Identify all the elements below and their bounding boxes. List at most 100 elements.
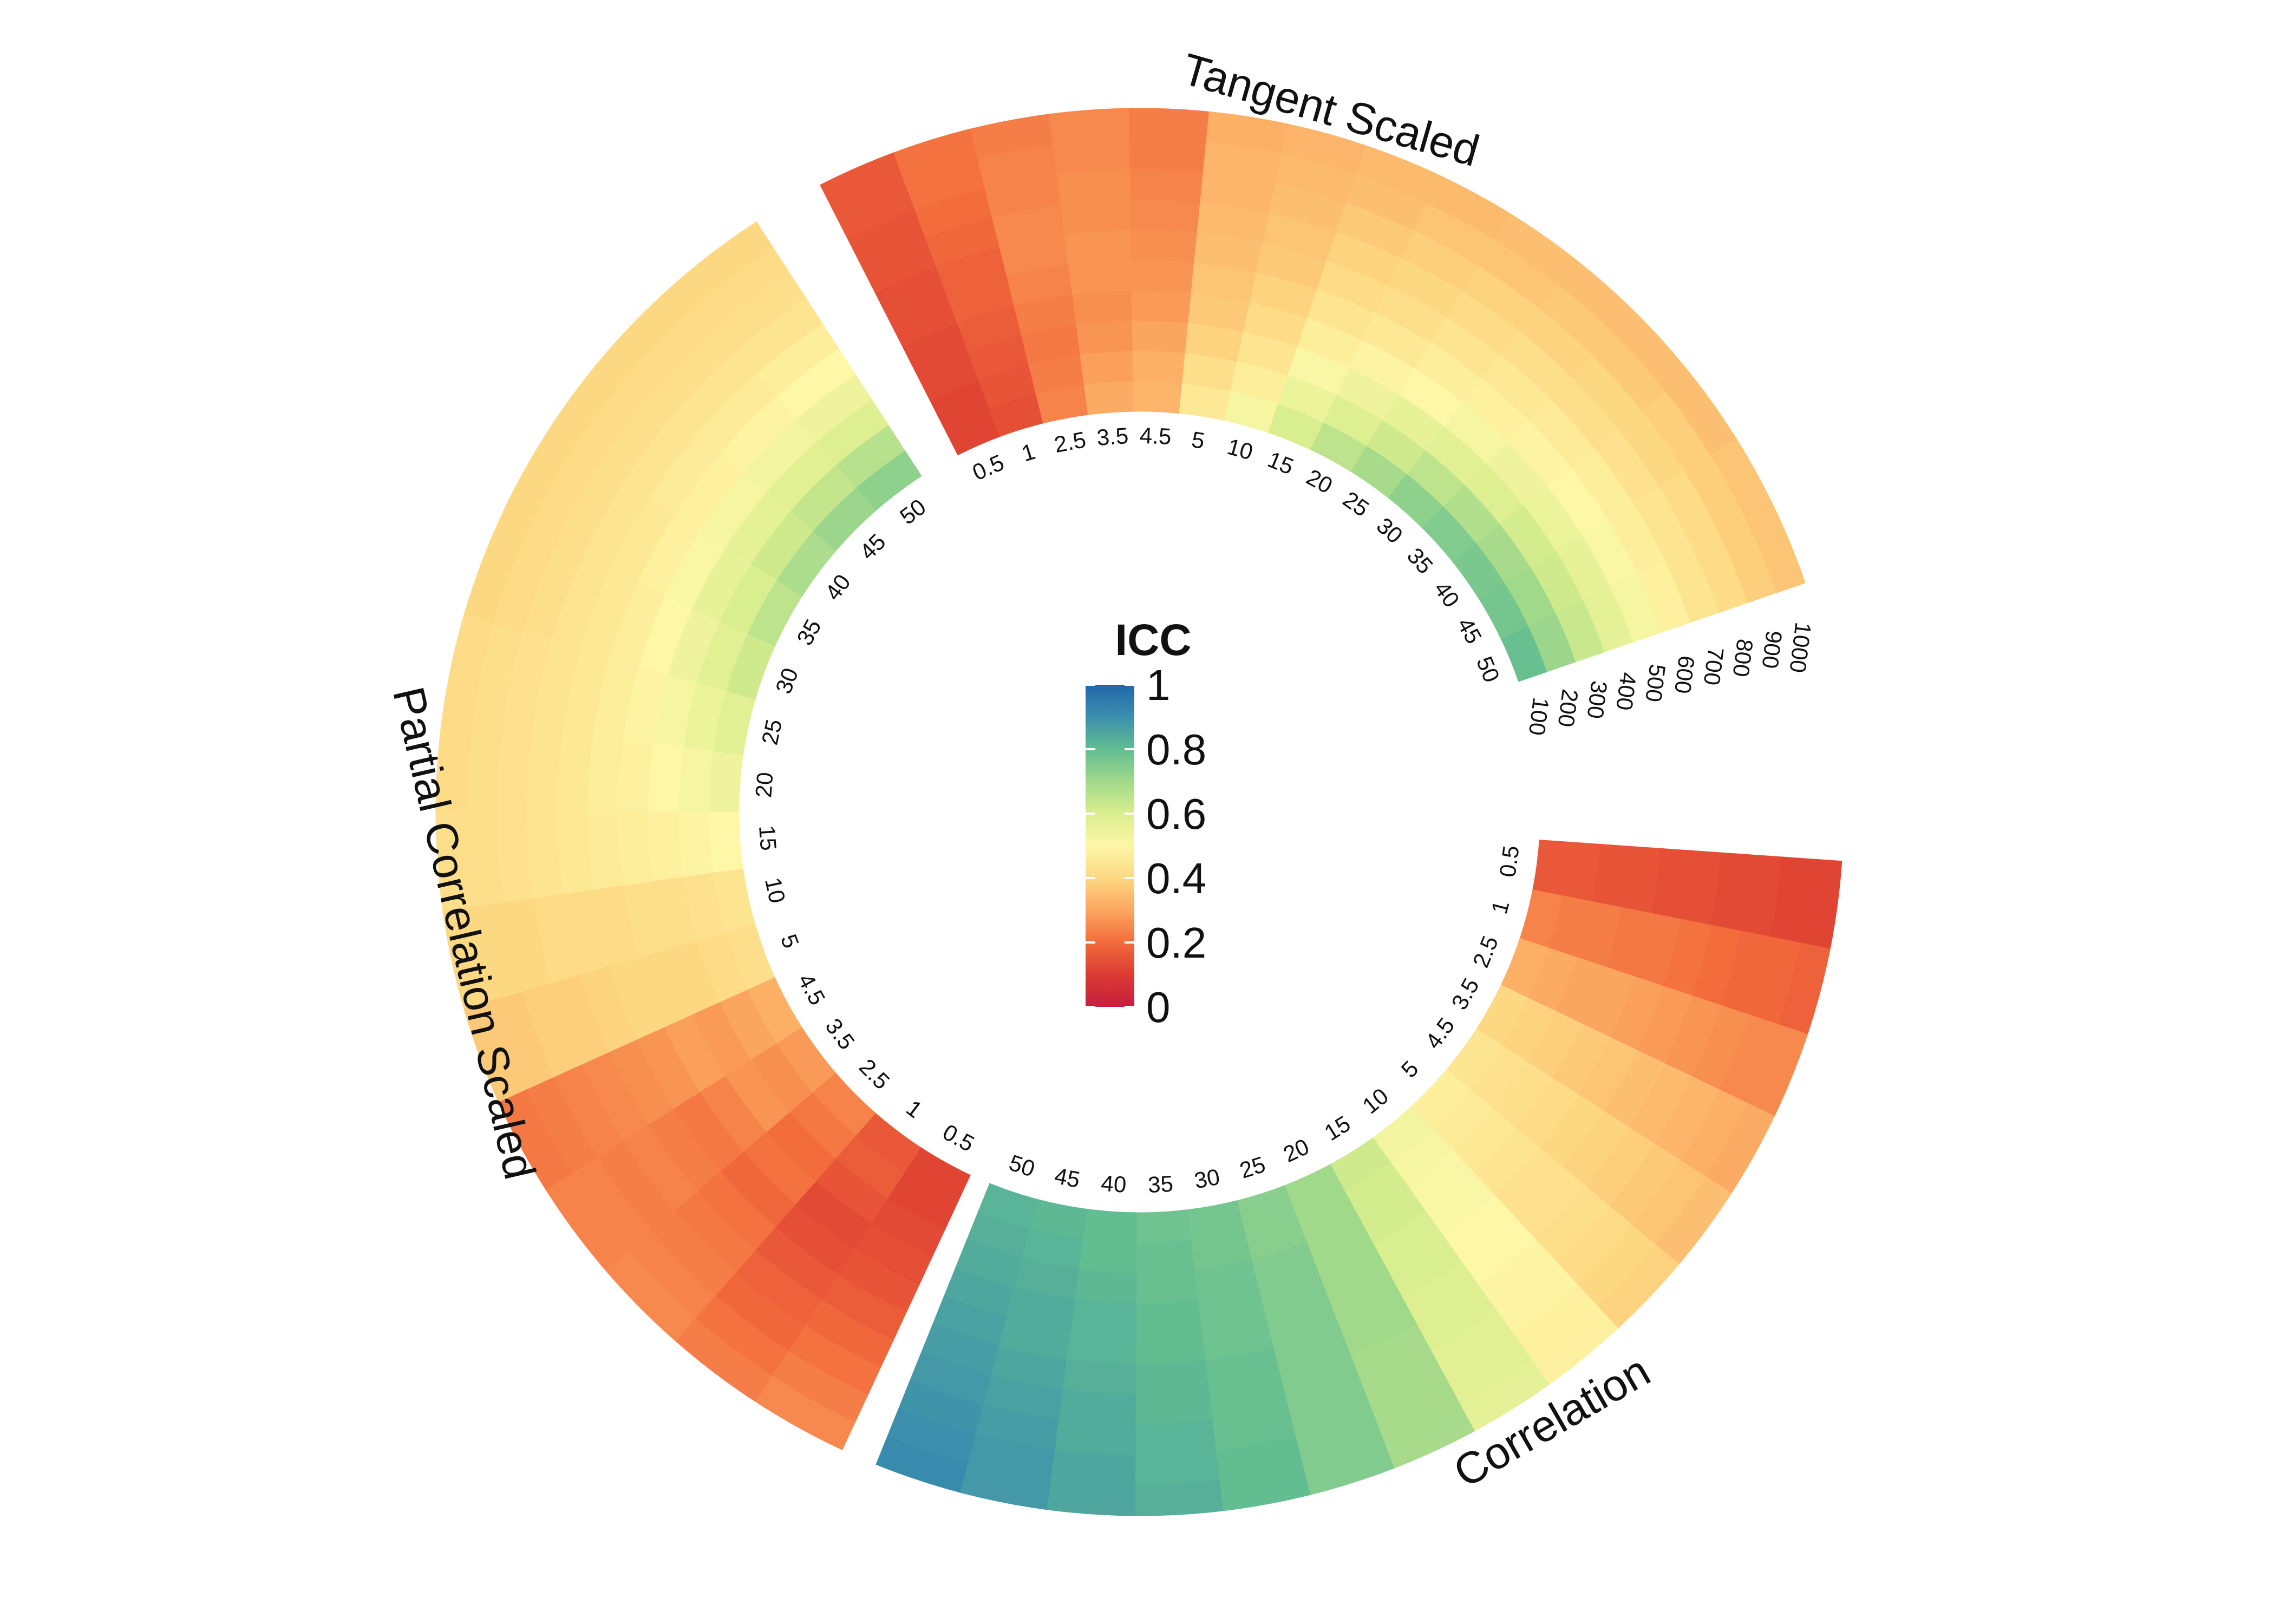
column-label: 15 [1264, 447, 1297, 480]
column-label: 1 [1486, 898, 1514, 917]
heatmap-cell [557, 728, 593, 812]
heatmap-cell [1058, 1389, 1136, 1425]
heatmap-cell [1083, 381, 1134, 415]
column-label: 50 [895, 494, 931, 529]
column-label: 0.5 [1494, 844, 1524, 879]
column-label: 10 [760, 875, 790, 906]
heatmap-cell [1135, 1390, 1213, 1425]
heatmap-cell [1066, 1328, 1136, 1365]
legend-tick-label: 0.6 [1146, 790, 1206, 838]
column-label: 50 [1006, 1150, 1038, 1182]
ring-label: 900 [1757, 629, 1787, 670]
heatmap-cell [678, 745, 714, 812]
ring-label: 500 [1641, 663, 1670, 703]
heatmap-cell [1060, 199, 1132, 235]
sector-partial-correlation-scaled [435, 221, 971, 1450]
legend-colorbar [1086, 685, 1134, 1007]
column-label: 35 [1402, 543, 1438, 579]
heatmap-cell [1129, 138, 1207, 173]
column-label: 15 [1320, 1111, 1355, 1146]
column-label: 0.5 [939, 1119, 979, 1156]
column-label: 10 [1357, 1083, 1393, 1119]
column-label: 50 [1472, 653, 1505, 686]
heatmap-cell [1130, 199, 1201, 233]
heatmap-cell [1135, 1330, 1206, 1365]
heatmap-cell [1135, 1420, 1217, 1456]
color-legend: ICC 1 0.8 0.6 0.4 0.2 0 [1086, 615, 1206, 1031]
heatmap-cell [1062, 1359, 1136, 1395]
column-label: 25 [1338, 486, 1374, 521]
heatmap-cell [648, 811, 683, 881]
column-label: 0.5 [969, 449, 1008, 486]
heatmap-cell [1074, 1268, 1137, 1304]
column-label: 15 [754, 824, 781, 852]
ring-label: 1000 [1785, 621, 1816, 674]
legend-tick-label: 0.2 [1146, 919, 1206, 967]
heatmap-cell [1131, 290, 1192, 323]
sector-correlation [875, 840, 1842, 1516]
column-label: 30 [1372, 513, 1408, 548]
ring-label: 700 [1699, 646, 1729, 686]
heatmap-cell [1050, 1449, 1136, 1486]
heatmap-cell [1076, 320, 1133, 355]
column-label: 3.5 [820, 1013, 860, 1054]
ring-label: 600 [1670, 654, 1700, 695]
legend-tick-label: 0.4 [1146, 854, 1206, 902]
heatmap-cell [1135, 1360, 1209, 1395]
sector-tangent-scaled [820, 108, 1806, 682]
heatmap-cell [1080, 350, 1134, 385]
ring-label: 100 [1524, 696, 1554, 737]
column-label: 30 [1192, 1164, 1221, 1194]
heatmap-cell [526, 811, 564, 899]
column-label: 40 [1100, 1170, 1127, 1197]
heatmap-cell [875, 1436, 968, 1493]
heatmap-cell [1054, 1419, 1136, 1456]
legend-ticks: 1 0.8 0.6 0.4 0.2 0 [1086, 661, 1206, 1031]
ring-label: 400 [1611, 671, 1641, 712]
heatmap-cell [617, 811, 654, 886]
heatmap-cell [587, 811, 624, 890]
heatmap-cell [1134, 1450, 1220, 1486]
column-label: 5 [1190, 427, 1206, 454]
column-label: 3.5 [1096, 423, 1129, 450]
heatmap-cell [587, 732, 624, 812]
heatmap-cell [1135, 1300, 1202, 1334]
column-label: 40 [1429, 577, 1465, 612]
heatmap-cell [1136, 1239, 1195, 1274]
column-label: 45 [1453, 613, 1487, 648]
heatmap-cell [1056, 168, 1131, 205]
heatmap-cell [1131, 259, 1195, 293]
heatmap-cell [617, 737, 654, 812]
heatmap-cell [1136, 1269, 1199, 1304]
heatmap-cell [676, 221, 774, 305]
heatmap-cell [708, 811, 743, 873]
legend-tick-label: 1 [1146, 661, 1171, 709]
heatmap-cell [1132, 320, 1189, 353]
column-label: 40 [820, 569, 855, 605]
column-label: 4.5 [1139, 423, 1172, 449]
heatmap-cell [648, 741, 684, 812]
column-label: 2.5 [1052, 427, 1088, 457]
heatmap-cell [557, 811, 593, 894]
legend-tick-label: 0.8 [1146, 725, 1206, 774]
column-label: 20 [1302, 464, 1336, 499]
column-label: 35 [792, 615, 826, 649]
column-label: 2.5 [854, 1054, 894, 1095]
column-label: 25 [1237, 1151, 1269, 1183]
ring-label: 200 [1553, 687, 1583, 728]
heatmap-cell [1131, 229, 1198, 263]
column-label: 10 [1225, 434, 1256, 465]
heatmap-cell [1082, 1208, 1138, 1243]
heatmap-cell [1046, 1479, 1135, 1516]
legend-title: ICC [1115, 615, 1191, 665]
column-label: 35 [1147, 1171, 1174, 1198]
heatmap-cell [1070, 1299, 1137, 1334]
sectors-layer [435, 108, 1842, 1516]
column-label: 5 [776, 931, 804, 951]
heatmap-cell [1132, 350, 1186, 384]
heatmap-cell [1049, 108, 1130, 145]
column-label: 4.5 [1420, 1013, 1459, 1053]
heatmap-cell [1053, 138, 1131, 175]
legend-tick-label: 0 [1146, 983, 1171, 1031]
column-label: 45 [1053, 1163, 1082, 1193]
